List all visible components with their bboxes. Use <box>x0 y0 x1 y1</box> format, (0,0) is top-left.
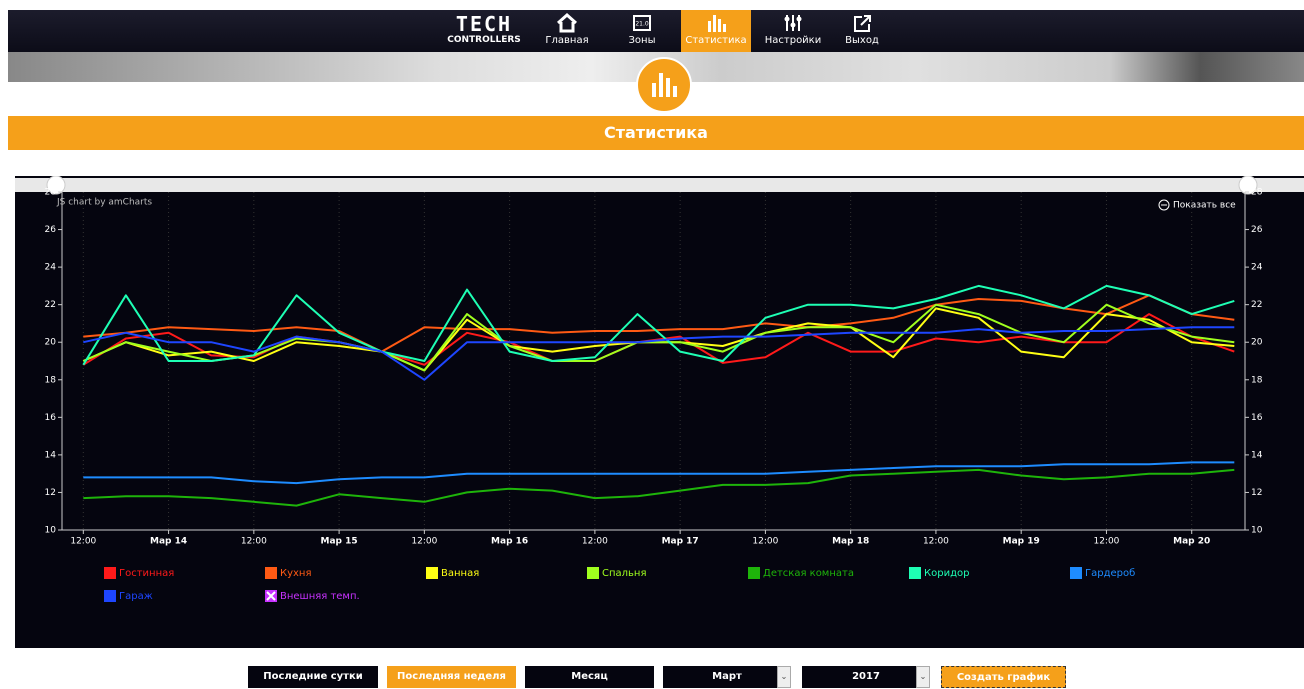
range-button[interactable]: Последняя неделя <box>387 666 516 688</box>
logo: TECH CONTROLLERS <box>445 14 523 46</box>
dropdown-arrow: ⌄ <box>916 666 930 688</box>
y-tick-label: 26 <box>45 225 57 235</box>
legend-label: Детская комната <box>763 568 854 579</box>
zoom-reset[interactable]: Показать все <box>1173 201 1236 211</box>
x-tick-label: 12:00 <box>241 537 267 547</box>
legend-swatch <box>265 567 277 579</box>
dropdown-arrow: ⌄ <box>777 666 791 688</box>
x-tick-label: 12:00 <box>582 537 608 547</box>
legend-label: Гардероб <box>1085 568 1135 579</box>
legend-swatch <box>909 567 921 579</box>
page: TECH CONTROLLERS Главная 21.0 Зоны Стати… <box>0 0 1304 688</box>
legend-swatch <box>748 567 760 579</box>
x-tick-label: 12:00 <box>70 537 96 547</box>
range-button[interactable]: Последние сутки <box>248 666 378 688</box>
section-title: Статистика <box>8 116 1304 150</box>
nav-label: Главная <box>532 35 602 46</box>
x-tick-label: 12:00 <box>411 537 437 547</box>
y-tick-label: 22 <box>45 300 56 310</box>
y-tick-label: 24 <box>1251 263 1263 273</box>
y-tick-label: 10 <box>45 526 57 536</box>
month-select[interactable]: Март ⌄ <box>663 666 791 688</box>
nav-label: Статистика <box>681 35 751 46</box>
legend-label: Кухня <box>280 568 312 579</box>
nav-label: Выход <box>827 35 897 46</box>
range-button[interactable]: Месяц <box>525 666 654 688</box>
nav-label: Настройки <box>758 35 828 46</box>
x-tick-label: Мар 17 <box>662 537 699 547</box>
nav-zones[interactable]: 21.0 Зоны <box>607 10 677 52</box>
chart: JS chart by amCharts Показать все 10 10 12… <box>15 176 1304 648</box>
legend-swatch <box>104 567 116 579</box>
legend-swatch <box>587 567 599 579</box>
y-tick-label: 10 <box>1251 526 1263 536</box>
legend-label: Спальня <box>602 568 647 579</box>
month-value: Март <box>712 671 742 682</box>
y-tick-label: 16 <box>45 413 57 423</box>
x-tick-label: Мар 19 <box>1003 537 1040 547</box>
x-tick-label: Мар 20 <box>1173 537 1210 547</box>
section-icon <box>636 57 692 113</box>
legend-swatch <box>426 567 438 579</box>
y-tick-label: 16 <box>1251 413 1263 423</box>
legend-label: Гостинная <box>119 568 174 579</box>
chart-credit: JS chart by amCharts <box>56 198 152 208</box>
y-tick-label: 22 <box>1251 300 1262 310</box>
nav-label: Зоны <box>607 35 677 46</box>
nav-logout[interactable]: Выход <box>827 10 897 52</box>
logo-text: TECH <box>445 14 523 34</box>
legend-label: Коридор <box>924 568 969 579</box>
x-tick-label: Мар 15 <box>321 537 358 547</box>
x-tick-label: Мар 14 <box>150 537 187 547</box>
y-tick-label: 28 <box>1251 188 1263 198</box>
legend-label: Гараж <box>119 591 153 602</box>
series-line <box>83 470 1234 506</box>
nav-stats[interactable]: Статистика <box>681 10 751 52</box>
scrollbar[interactable] <box>15 178 1304 192</box>
legend-label: Внешняя темп. <box>280 591 360 602</box>
x-tick-label: 12:00 <box>923 537 949 547</box>
submit-button[interactable]: Создать график <box>941 666 1066 688</box>
y-tick-label: 28 <box>45 188 57 198</box>
y-tick-label: 24 <box>45 263 57 273</box>
y-tick-label: 20 <box>45 338 57 348</box>
y-tick-label: 12 <box>45 488 56 498</box>
year-value: 2017 <box>852 671 880 682</box>
x-tick-label: 12:00 <box>752 537 778 547</box>
nav-settings[interactable]: Настройки <box>758 10 828 52</box>
logo-subtext: CONTROLLERS <box>445 34 523 46</box>
y-tick-label: 20 <box>1251 338 1263 348</box>
y-tick-label: 18 <box>45 375 57 385</box>
legend-label: Ванная <box>441 568 479 579</box>
y-tick-label: 14 <box>45 450 57 460</box>
year-select[interactable]: 2017 ⌄ <box>802 666 930 688</box>
legend-swatch <box>104 590 116 602</box>
zones-badge: 21.0 <box>635 21 649 28</box>
y-tick-label: 26 <box>1251 225 1263 235</box>
x-tick-label: Мар 16 <box>491 537 528 547</box>
y-tick-label: 12 <box>1251 488 1262 498</box>
nav-bar: TECH CONTROLLERS Главная 21.0 Зоны Стати… <box>8 10 1304 52</box>
y-tick-label: 18 <box>1251 375 1263 385</box>
series-line <box>83 286 1234 365</box>
legend-swatch <box>1070 567 1082 579</box>
x-tick-label: 12:00 <box>1093 537 1119 547</box>
y-tick-label: 14 <box>1251 450 1263 460</box>
x-tick-label: Мар 18 <box>832 537 869 547</box>
nav-home[interactable]: Главная <box>532 10 602 52</box>
